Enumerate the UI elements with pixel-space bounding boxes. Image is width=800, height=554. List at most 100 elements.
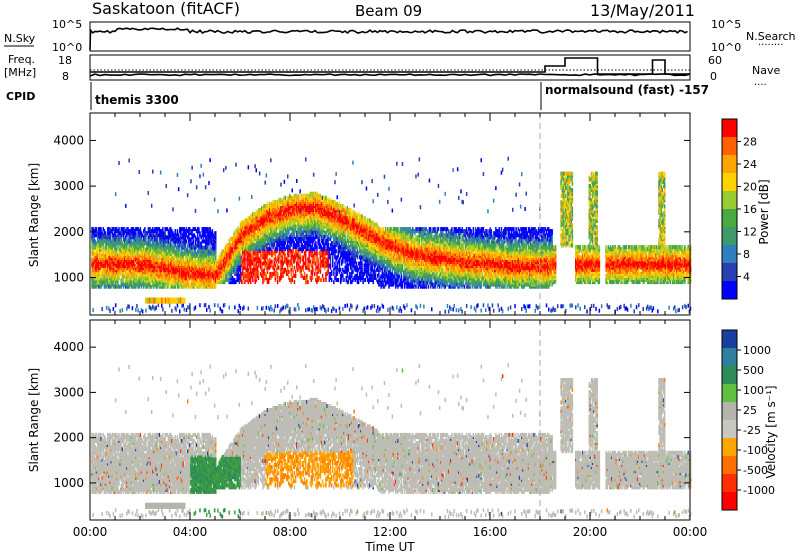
power-cell xyxy=(108,266,110,271)
power-cell xyxy=(112,251,115,256)
power-cell xyxy=(101,278,103,283)
power-cell xyxy=(272,239,274,243)
power-cell xyxy=(121,266,124,271)
power-cell xyxy=(217,267,219,272)
power-cell xyxy=(221,280,224,285)
power-cell xyxy=(238,234,241,239)
power-cell xyxy=(182,243,184,248)
power-cell xyxy=(126,255,128,260)
power-cell xyxy=(112,284,115,289)
power-cell xyxy=(242,251,244,256)
power-cell xyxy=(258,263,261,268)
power-cell xyxy=(267,232,270,237)
power-cell xyxy=(269,239,271,243)
power-cell xyxy=(134,233,136,238)
power-cell xyxy=(128,255,130,260)
power-cell xyxy=(258,218,261,223)
power-cell xyxy=(126,249,128,254)
power-cell xyxy=(162,249,164,254)
power-cell xyxy=(213,245,216,250)
power-cell xyxy=(118,255,120,260)
power-cell xyxy=(145,308,147,313)
power-cell xyxy=(170,266,172,271)
power-cell xyxy=(198,264,200,269)
power-cell xyxy=(107,237,109,242)
power-cell xyxy=(219,253,221,258)
power-cell xyxy=(271,236,273,241)
power-cell xyxy=(156,264,158,269)
power-cell xyxy=(204,185,207,190)
power-cell xyxy=(95,284,98,289)
power-cell xyxy=(99,237,101,242)
power-cell xyxy=(184,284,187,289)
power-cell xyxy=(270,224,272,229)
power-cell xyxy=(114,266,117,271)
power-cell xyxy=(132,237,135,242)
power-cell xyxy=(93,280,95,285)
power-cell xyxy=(139,241,142,246)
power-cell xyxy=(150,249,153,254)
power-cell xyxy=(153,260,155,264)
power-cell xyxy=(243,224,245,229)
power-cell xyxy=(128,278,130,283)
power-cell xyxy=(156,255,158,260)
power-cell xyxy=(148,251,151,256)
power-cell xyxy=(248,224,251,229)
power-cell xyxy=(269,243,271,248)
power-cell xyxy=(274,218,277,223)
power-cell xyxy=(190,245,192,250)
power-cell xyxy=(197,241,199,246)
power-cell xyxy=(119,260,121,264)
power-cell xyxy=(104,266,107,271)
power-cell xyxy=(275,267,278,272)
power-cell xyxy=(164,280,166,285)
power-cell xyxy=(256,265,259,270)
nsky-panel: N.Sky 10^5 10^0 10^5 10^0 N.Search .....… xyxy=(4,18,796,54)
power-cell xyxy=(109,231,111,236)
power-cell xyxy=(129,274,131,279)
power-cell xyxy=(202,266,205,271)
power-cell xyxy=(309,259,311,264)
power-cell xyxy=(148,231,151,236)
power-cell xyxy=(173,251,175,256)
power-cell xyxy=(91,282,93,287)
power-cell xyxy=(287,174,289,179)
power-cell xyxy=(266,201,269,206)
power-cell xyxy=(265,214,268,219)
power-cell xyxy=(229,261,232,266)
power-cell xyxy=(203,251,206,256)
power-cell xyxy=(132,280,135,285)
power-cell xyxy=(245,218,247,223)
power-cell xyxy=(192,280,194,285)
power-cell xyxy=(208,266,210,271)
power-cell xyxy=(140,266,143,271)
power-cell xyxy=(204,284,207,289)
power-cell xyxy=(255,261,257,266)
power-cell xyxy=(206,280,208,285)
power-cell xyxy=(98,270,100,275)
power-cell xyxy=(177,284,180,289)
power-cell xyxy=(201,266,203,271)
power-cell xyxy=(109,251,111,256)
power-cell xyxy=(248,220,251,225)
power-cell xyxy=(194,305,197,310)
power-cell xyxy=(189,245,191,250)
power-cell xyxy=(195,237,198,242)
power-cell xyxy=(129,280,131,285)
power-cell xyxy=(272,220,274,225)
power-cell xyxy=(198,249,200,254)
power-cell xyxy=(134,237,136,242)
power-cell xyxy=(253,251,255,256)
power-cell xyxy=(180,260,182,264)
power-cell xyxy=(103,255,106,260)
power-cell xyxy=(305,157,307,162)
power-cell xyxy=(265,210,268,215)
power-cell xyxy=(100,284,102,289)
power-cell xyxy=(146,276,148,281)
power-cell xyxy=(114,270,117,275)
power-cell xyxy=(275,247,278,252)
power-cell xyxy=(107,274,109,279)
power-cell xyxy=(98,266,100,271)
power-cell xyxy=(210,249,212,254)
power-cell xyxy=(176,278,179,283)
